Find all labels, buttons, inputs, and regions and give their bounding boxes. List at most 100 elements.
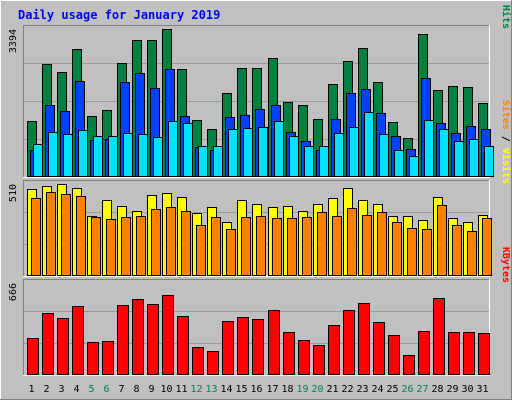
- bar-pages-day-14: [228, 129, 238, 177]
- x-tick-label-day-24: 24: [371, 384, 383, 395]
- bar-pages-day-22: [349, 127, 359, 177]
- bar-kbytes-day-20: [313, 345, 325, 375]
- bar-kbytes-day-15: [237, 317, 249, 375]
- x-tick-label-day-5: 5: [89, 384, 95, 395]
- x-tick-label-day-16: 16: [250, 384, 262, 395]
- side-label-separator: /: [500, 130, 511, 148]
- bar-pages-day-29: [454, 141, 464, 177]
- x-tick-label-day-22: 22: [341, 384, 353, 395]
- bar-sites-day-23: [362, 215, 372, 276]
- bar-pages-day-3: [63, 134, 73, 177]
- bar-sites-day-25: [392, 222, 402, 276]
- bar-kbytes-day-29: [448, 332, 460, 375]
- x-tick-label-day-2: 2: [44, 384, 50, 395]
- bar-pages-day-25: [394, 150, 404, 177]
- x-tick-label-day-19: 19: [296, 384, 308, 395]
- bar-kbytes-day-25: [388, 335, 400, 375]
- bar-kbytes-day-5: [87, 342, 99, 375]
- panel-max-label: 666: [8, 283, 19, 301]
- bar-pages-day-18: [289, 136, 299, 177]
- bar-pages-day-5: [93, 136, 103, 177]
- bar-kbytes-day-22: [343, 310, 355, 375]
- bar-sites-day-17: [272, 218, 282, 276]
- bar-sites-day-30: [467, 231, 477, 276]
- bar-sites-day-22: [347, 208, 357, 276]
- bar-kbytes-day-17: [268, 310, 280, 375]
- bar-sites-day-10: [166, 207, 176, 276]
- bar-sites-day-20: [317, 212, 327, 276]
- bar-kbytes-day-2: [42, 313, 54, 375]
- bar-pages-day-7: [123, 133, 133, 177]
- bar-pages-day-10: [168, 121, 178, 177]
- bar-sites-day-14: [226, 229, 236, 276]
- bar-kbytes-day-3: [57, 318, 69, 375]
- x-tick-label-day-25: 25: [386, 384, 398, 395]
- panel-max-label: 3394: [8, 29, 19, 53]
- x-tick-label-day-6: 6: [104, 384, 110, 395]
- bar-sites-day-19: [302, 217, 312, 276]
- x-tick-label-day-12: 12: [190, 384, 202, 395]
- bar-sites-day-1: [31, 198, 41, 276]
- x-tick-label-day-31: 31: [476, 384, 488, 395]
- bar-pages-day-4: [78, 130, 88, 177]
- side-label-hits: Hits: [500, 5, 512, 29]
- bar-kbytes-day-7: [117, 305, 129, 375]
- bar-sites-day-9: [151, 209, 161, 276]
- bar-sites-day-15: [241, 217, 251, 276]
- x-tick-label-day-15: 15: [235, 384, 247, 395]
- bar-sites-day-2: [46, 192, 56, 276]
- panel-side-labels: Sites / Visits: [500, 100, 512, 184]
- bar-pages-day-26: [409, 156, 419, 177]
- panel-visits_sites: 510 Sites / Visits: [8, 100, 512, 277]
- bar-pages-day-13: [213, 146, 223, 177]
- side-label-kbytes: KBytes: [500, 247, 511, 283]
- bar-kbytes-day-4: [72, 306, 84, 375]
- bar-pages-day-19: [304, 146, 314, 177]
- x-tick-label-day-21: 21: [326, 384, 338, 395]
- bar-pages-day-1: [33, 144, 43, 177]
- bar-sites-day-11: [181, 211, 191, 276]
- bar-pages-day-12: [198, 146, 208, 177]
- bar-sites-day-31: [482, 218, 492, 276]
- x-tick-label-day-11: 11: [175, 384, 187, 395]
- bar-sites-day-26: [407, 228, 417, 276]
- x-tick-label-day-7: 7: [119, 384, 125, 395]
- x-tick-label-day-14: 14: [220, 384, 232, 395]
- bar-kbytes-day-8: [132, 299, 144, 375]
- panel-max-label: 510: [8, 184, 19, 202]
- bar-pages-day-31: [484, 146, 494, 177]
- x-tick-label-day-26: 26: [401, 384, 413, 395]
- bar-kbytes-day-19: [298, 340, 310, 375]
- panel-hits_files_pages: 3394 Pages / Files / Hits: [8, 0, 512, 178]
- chart-title: Daily usage for January 2019: [18, 8, 220, 22]
- x-tick-label-day-18: 18: [281, 384, 293, 395]
- x-axis-labels: 1 2 3 4 5 6 7 8 9 10 11 12 13 14 15 16 17 18 19 20 21 22 23 24 2…: [29, 384, 489, 395]
- bar-pages-day-9: [153, 137, 163, 177]
- bar-kbytes-day-11: [177, 316, 189, 375]
- bar-sites-day-7: [121, 217, 131, 276]
- bar-pages-day-23: [364, 112, 374, 177]
- bar-pages-day-27: [424, 120, 434, 177]
- side-label-visits: Visits: [500, 148, 512, 184]
- x-tick-label-day-8: 8: [134, 384, 140, 395]
- x-tick-label-day-29: 29: [446, 384, 458, 395]
- side-label-sites: Sites: [500, 100, 512, 130]
- x-tick-label-day-3: 3: [59, 384, 65, 395]
- bar-kbytes-day-14: [222, 321, 234, 375]
- bar-kbytes-day-21: [328, 325, 340, 375]
- bar-sites-day-28: [437, 205, 447, 276]
- bar-sites-day-21: [332, 216, 342, 276]
- bar-sites-day-24: [377, 212, 387, 276]
- bar-kbytes-day-6: [102, 341, 114, 375]
- x-tick-label-day-13: 13: [205, 384, 217, 395]
- x-tick-label-day-10: 10: [160, 384, 172, 395]
- bar-sites-day-6: [106, 219, 116, 276]
- panel-kbytes: 666 KBytes: [8, 247, 511, 376]
- bar-kbytes-day-28: [433, 298, 445, 375]
- bar-sites-day-27: [422, 229, 432, 276]
- bar-sites-day-3: [61, 194, 71, 276]
- bar-kbytes-day-26: [403, 355, 415, 375]
- chart-panels: 3394 Pages / Files / Hits 510 Sites / Visit…: [8, 0, 512, 376]
- bar-pages-day-16: [258, 127, 268, 177]
